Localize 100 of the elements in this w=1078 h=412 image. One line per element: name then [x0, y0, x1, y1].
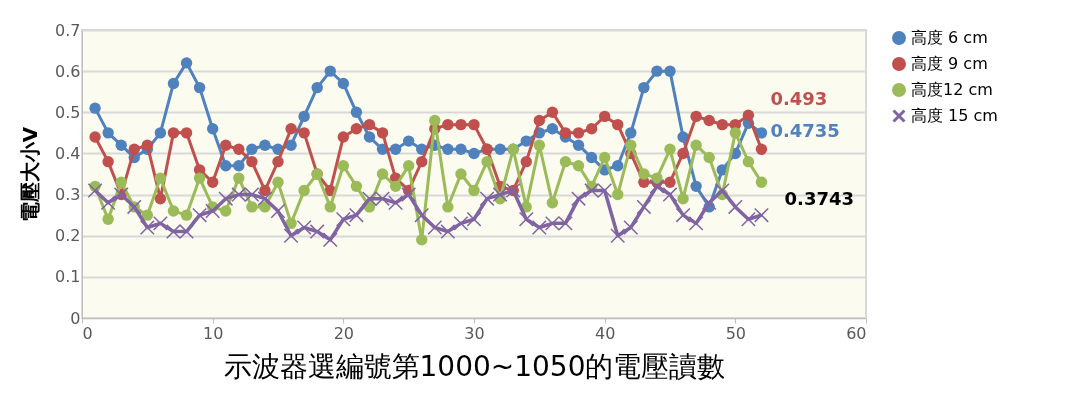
point	[703, 151, 715, 164]
point	[388, 195, 404, 211]
point	[139, 220, 155, 235]
y-tick-label: 0.5	[55, 102, 81, 122]
point	[677, 193, 689, 205]
point	[716, 118, 728, 131]
point	[259, 139, 271, 151]
point	[546, 197, 559, 209]
point	[102, 213, 114, 225]
point	[559, 127, 572, 139]
point	[755, 127, 768, 139]
point	[625, 127, 637, 139]
point	[558, 215, 573, 231]
point	[376, 127, 389, 139]
legend-label: 高度12 cm	[911, 80, 993, 99]
point	[311, 81, 323, 94]
point	[664, 65, 676, 77]
point	[220, 205, 232, 217]
y-tick-label: 0	[70, 308, 81, 328]
point	[598, 151, 611, 164]
legend-label: 高度 15 cm	[911, 106, 998, 125]
point	[677, 147, 689, 160]
y-tick-label: 0.6	[55, 61, 81, 81]
point	[649, 178, 665, 194]
legend-label: 高度 6 cm	[911, 28, 988, 47]
point	[102, 127, 114, 139]
x-axis-title: 示波器選編號第1000~1050的電壓讀數	[223, 349, 726, 383]
point	[272, 155, 284, 168]
point	[442, 143, 454, 155]
point	[572, 160, 585, 172]
point	[233, 172, 245, 184]
point	[89, 131, 101, 143]
point	[468, 118, 480, 131]
point	[416, 155, 428, 168]
point	[362, 191, 377, 207]
point	[479, 191, 495, 207]
point	[180, 209, 193, 221]
point	[544, 215, 560, 231]
point	[231, 187, 247, 203]
x-tick-label: 40	[594, 323, 616, 343]
y-tick-label: 0.4	[55, 143, 81, 163]
point	[246, 143, 258, 155]
point	[285, 123, 297, 135]
point	[455, 118, 467, 131]
point	[455, 143, 467, 155]
point	[427, 220, 443, 235]
point	[755, 176, 768, 188]
point	[664, 143, 676, 155]
point	[335, 211, 351, 227]
point	[690, 139, 702, 151]
point	[220, 160, 232, 172]
point	[402, 135, 415, 147]
point	[167, 77, 180, 90]
point	[218, 191, 234, 207]
x-tick-label: 10	[202, 323, 224, 343]
point	[481, 155, 493, 168]
point	[115, 139, 127, 151]
point	[244, 187, 260, 203]
point	[401, 187, 417, 203]
point	[348, 207, 364, 223]
point	[755, 143, 768, 155]
point	[533, 114, 546, 127]
point	[220, 139, 232, 151]
point	[492, 187, 508, 203]
point	[703, 114, 715, 127]
point	[742, 155, 755, 168]
point	[612, 118, 624, 131]
point	[246, 155, 258, 168]
y-tick-label: 0.2	[55, 226, 81, 246]
point	[440, 224, 456, 240]
point	[585, 123, 598, 135]
point	[623, 220, 639, 235]
point	[285, 139, 297, 151]
point	[167, 205, 180, 217]
point	[324, 201, 336, 213]
point	[283, 228, 299, 244]
point	[350, 180, 363, 193]
point	[584, 183, 600, 198]
point	[546, 123, 559, 135]
point	[468, 147, 480, 160]
point	[167, 127, 180, 139]
point	[128, 143, 140, 155]
y-axis-title: 電壓大小V	[18, 126, 43, 223]
point	[87, 183, 103, 198]
point	[363, 118, 376, 131]
annotation: 0.493	[770, 88, 828, 110]
point	[625, 139, 637, 151]
point	[296, 220, 312, 235]
point	[727, 199, 743, 215]
point	[206, 123, 219, 135]
point	[350, 106, 363, 118]
point	[192, 207, 208, 223]
point	[442, 118, 454, 131]
point	[233, 143, 245, 155]
point	[322, 232, 338, 248]
point	[466, 211, 482, 227]
point	[651, 65, 663, 77]
point	[154, 193, 167, 205]
point	[651, 172, 663, 184]
point	[298, 127, 310, 139]
